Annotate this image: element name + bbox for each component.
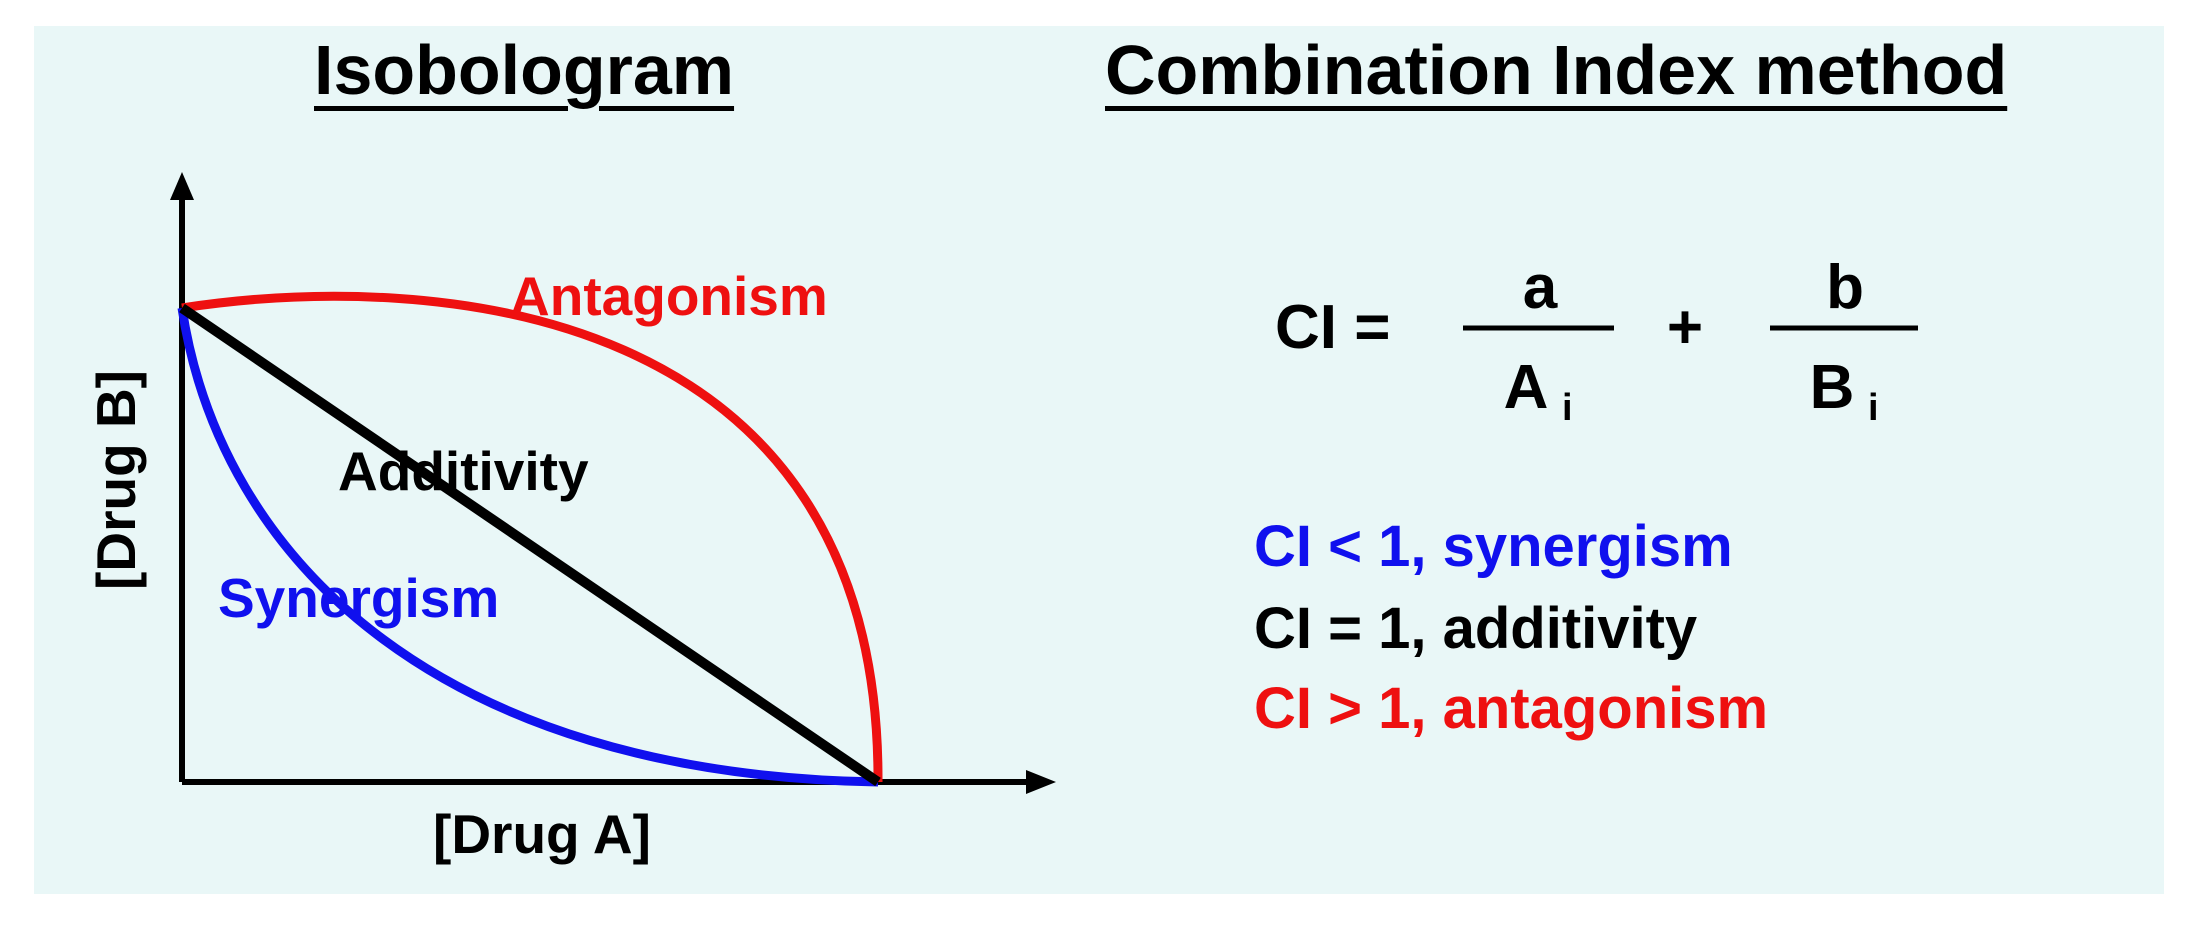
y-axis-arrow-icon bbox=[170, 172, 194, 200]
synergism-curve bbox=[177, 307, 879, 787]
isobologram-title: Isobologram bbox=[314, 31, 735, 109]
formula-subscript-b: i bbox=[1868, 387, 1879, 429]
additivity-line bbox=[179, 303, 881, 787]
formula-denominator-a: A bbox=[1504, 353, 1549, 422]
formula-subscript-a: i bbox=[1562, 387, 1573, 429]
y-axis-label: [Drug B] bbox=[85, 370, 147, 590]
additivity-label: Additivity bbox=[338, 440, 589, 502]
antagonism-curve bbox=[181, 291, 883, 783]
antagonism-label: Antagonism bbox=[510, 265, 828, 327]
formula-numerator-a: a bbox=[1523, 253, 1558, 322]
formula-numerator-b: b bbox=[1826, 253, 1864, 322]
formula-lhs: CI = bbox=[1275, 293, 1390, 362]
rule-additivity: CI = 1, additivity bbox=[1254, 596, 1698, 661]
rule-synergism: CI < 1, synergism bbox=[1254, 514, 1733, 579]
formula-denominator-b: B bbox=[1810, 353, 1855, 422]
figure-panel bbox=[34, 26, 2164, 894]
x-axis-label: [Drug A] bbox=[433, 803, 651, 865]
ci-method-title: Combination Index method bbox=[1105, 31, 2008, 109]
formula-plus: + bbox=[1667, 293, 1703, 362]
x-axis-arrow-icon bbox=[1026, 770, 1056, 794]
synergism-label: Synergism bbox=[218, 567, 499, 629]
rule-antagonism: CI > 1, antagonism bbox=[1254, 676, 1769, 741]
